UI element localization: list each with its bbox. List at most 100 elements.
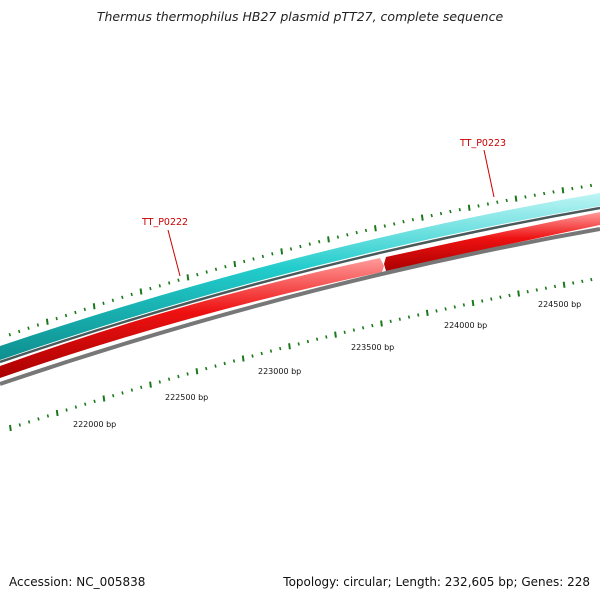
inner-tick	[223, 361, 226, 366]
inner-tick	[65, 408, 68, 412]
bp-label-222000: 222000 bp	[73, 420, 116, 429]
outer-tick	[411, 217, 415, 222]
inner-tick	[581, 279, 584, 284]
outer-tick	[18, 329, 21, 334]
inner-tick	[121, 391, 124, 395]
outer-tick	[83, 307, 86, 312]
bp-label-223500: 223500 bp	[351, 343, 394, 352]
inner-tick	[544, 286, 548, 290]
inner-tick	[195, 368, 199, 375]
outer-tick	[177, 278, 180, 282]
inner-tick	[553, 284, 557, 289]
outer-tick	[243, 259, 246, 264]
outer-tick	[299, 244, 302, 249]
inner-tick	[205, 366, 208, 371]
inner-tick	[46, 414, 50, 418]
inner-tick	[260, 351, 263, 356]
inner-tick	[380, 320, 383, 327]
outer-tick	[477, 204, 480, 208]
outer-tick	[74, 310, 77, 315]
inner-tick	[398, 317, 401, 321]
inner-tick	[269, 349, 273, 353]
inner-tick	[417, 313, 420, 317]
inner-tick	[177, 374, 180, 379]
inner-tick	[490, 297, 493, 301]
outer-tick	[111, 298, 115, 303]
outer-tick	[336, 235, 340, 239]
inner-tick	[371, 323, 374, 328]
inner-tick	[306, 339, 310, 344]
outer-tick	[571, 186, 574, 191]
gene-pointer-tt-p0223	[483, 149, 495, 198]
outer-tick	[533, 193, 536, 197]
gene-segment-tt-p0223[interactable]	[384, 212, 600, 271]
inner-tick	[425, 309, 429, 317]
outer-tick	[27, 326, 30, 330]
inner-tick	[315, 337, 319, 341]
outer-tick	[224, 264, 227, 269]
outer-tick	[327, 236, 330, 243]
inner-tick	[37, 417, 40, 421]
outer-tick	[308, 242, 311, 246]
gene-label-tt-p0222[interactable]: TT_P0222	[141, 217, 188, 228]
inner-tick	[251, 354, 254, 358]
outer-tick	[102, 301, 105, 306]
outer-tick	[524, 195, 527, 199]
forward-strand-track[interactable]	[0, 193, 600, 360]
map-title: Thermus thermophilus HB27 plasmid pTT27,…	[96, 9, 504, 24]
outer-tick	[552, 190, 555, 194]
outer-tick	[514, 195, 518, 202]
inner-tick	[297, 342, 300, 346]
outer-tick	[45, 318, 49, 325]
outer-tick	[467, 204, 471, 211]
inner-tick	[343, 330, 346, 335]
outer-tick	[121, 295, 124, 300]
gene-label-tt-p0223[interactable]: TT_P0223	[459, 138, 506, 149]
outer-tick	[430, 213, 433, 218]
outer-tick	[64, 313, 68, 318]
inner-tick	[288, 343, 291, 350]
outer-tick	[168, 281, 171, 285]
outer-tick	[214, 267, 218, 272]
inner-tick	[279, 346, 282, 351]
outer-tick	[580, 185, 583, 189]
gene-segment-tt-p0222[interactable]	[0, 258, 384, 378]
outer-tick	[589, 183, 593, 188]
inner-tick	[389, 319, 392, 324]
inner-tick	[361, 326, 365, 330]
outer-tick	[420, 214, 424, 221]
outer-tick	[261, 254, 265, 259]
outer-tick	[36, 323, 40, 327]
inner-tick	[444, 307, 447, 311]
inner-tick	[93, 399, 96, 404]
outer-tick	[139, 288, 143, 295]
outer-tick	[496, 200, 499, 204]
outer-tick	[130, 292, 133, 297]
inner-tick	[186, 372, 189, 376]
inner-tick	[55, 409, 59, 417]
inner-tick	[481, 299, 484, 303]
inner-tick	[241, 355, 245, 362]
accession-text: Accession: NC_005838	[9, 575, 146, 589]
outer-tick	[505, 198, 508, 203]
bp-label-224500: 224500 bp	[538, 300, 581, 309]
inner-tick	[149, 381, 152, 388]
outer-tick	[205, 270, 208, 274]
inner-tick	[74, 405, 78, 409]
outer-tick	[186, 274, 190, 281]
inner-tick	[140, 385, 143, 390]
inner-tick	[214, 364, 217, 368]
outer-tick	[92, 303, 96, 310]
inner-tick	[18, 423, 21, 427]
outer-tick	[439, 211, 443, 216]
inner-tick	[325, 335, 328, 339]
inner-tick	[435, 309, 438, 313]
gene-pointer-tt-p0222	[167, 229, 181, 277]
outer-tick	[271, 252, 274, 256]
inner-tick	[232, 359, 236, 363]
outer-tick	[196, 272, 199, 277]
outer-tick	[374, 225, 377, 232]
outer-tick	[149, 286, 152, 291]
bp-label-222500: 222500 bp	[165, 393, 208, 402]
